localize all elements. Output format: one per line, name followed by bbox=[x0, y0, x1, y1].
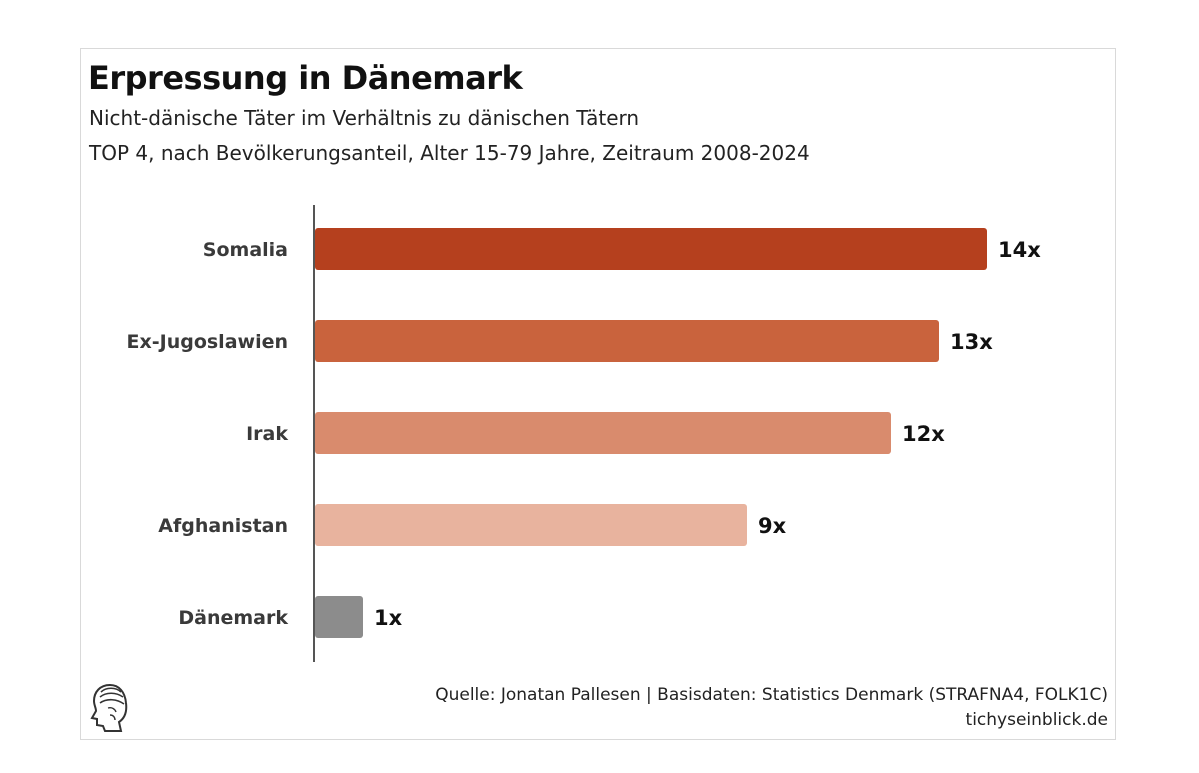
bar bbox=[315, 504, 747, 546]
category-label: Ex-Jugoslawien bbox=[127, 331, 289, 353]
category-label: Dänemark bbox=[178, 607, 288, 629]
chart-card bbox=[80, 48, 1116, 740]
value-label: 1x bbox=[374, 606, 403, 630]
category-label: Afghanistan bbox=[158, 515, 288, 537]
value-label: 13x bbox=[950, 330, 993, 354]
chart-title: Erpressung in Dänemark bbox=[88, 59, 523, 97]
bar bbox=[315, 320, 939, 362]
site-name: tichyseinblick.de bbox=[965, 710, 1108, 730]
source-text: Quelle: Jonatan Pallesen | Basisdaten: S… bbox=[435, 685, 1108, 705]
bar bbox=[315, 412, 891, 454]
source-note: Quelle: Jonatan Pallesen | Basisdaten: S… bbox=[435, 683, 1108, 733]
value-label: 9x bbox=[758, 514, 787, 538]
bar bbox=[315, 596, 363, 638]
value-label: 14x bbox=[998, 238, 1041, 262]
bars-group: Somalia 14x Ex-Jugoslawien 13x Irak 12x Afghan… bbox=[127, 228, 1041, 638]
chart-subtitle-line-2: TOP 4, nach Bevölkerungsanteil, Alter 15… bbox=[89, 141, 810, 165]
category-label: Somalia bbox=[203, 239, 288, 261]
chart-subtitle-line-1: Nicht-dänische Täter im Verhältnis zu dä… bbox=[89, 106, 640, 130]
bar bbox=[315, 228, 987, 270]
value-label: 12x bbox=[902, 422, 945, 446]
category-label: Irak bbox=[246, 423, 288, 445]
head-profile-icon bbox=[90, 683, 128, 732]
